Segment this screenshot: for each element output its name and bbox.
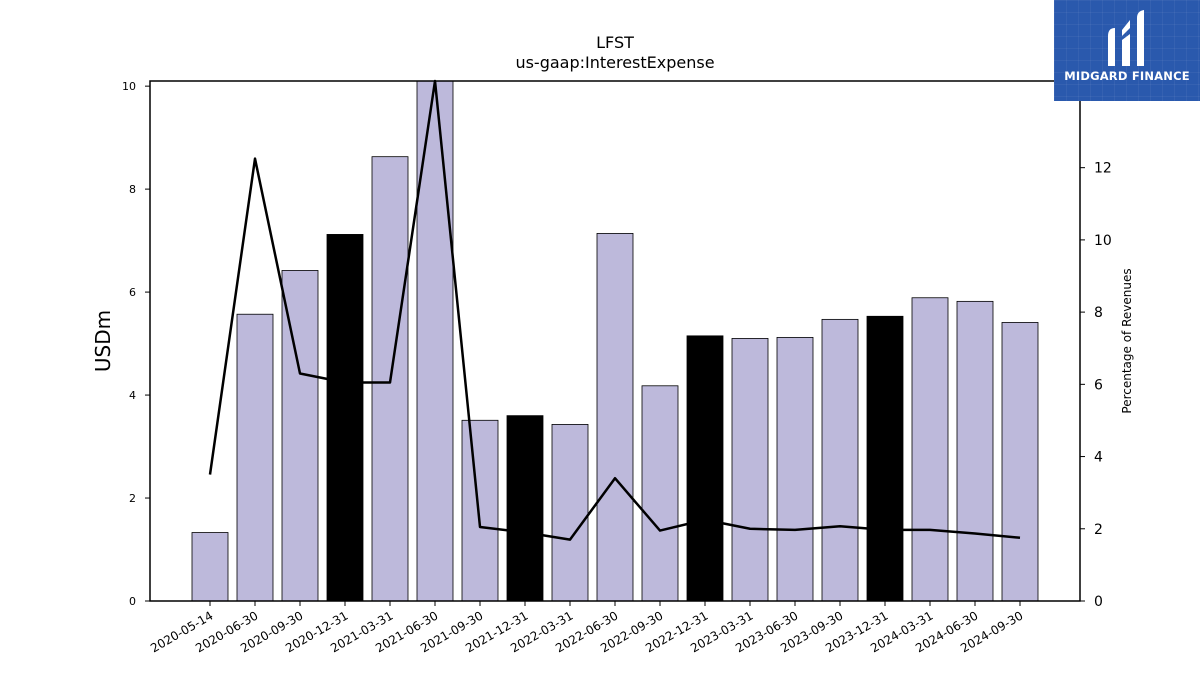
chart-subtitle: us-gaap:InterestExpense bbox=[515, 53, 714, 72]
y2-tick-label: 12 bbox=[1094, 161, 1112, 177]
percentage-line bbox=[208, 79, 1021, 541]
bar-2021-09-30 bbox=[461, 419, 499, 602]
logo-mark-icon bbox=[1108, 10, 1144, 66]
bar-2022-06-30 bbox=[596, 232, 634, 602]
y-tick-label: 6 bbox=[129, 286, 136, 299]
y2-tick-label: 6 bbox=[1094, 377, 1103, 393]
y2-tick-label: 0 bbox=[1094, 594, 1103, 610]
bar-2020-06-30 bbox=[236, 313, 274, 602]
bar-2020-12-31 bbox=[326, 234, 364, 602]
bar-2022-03-31 bbox=[551, 424, 589, 602]
bar-2024-03-31 bbox=[911, 297, 949, 602]
y-tick-label: 10 bbox=[122, 80, 136, 93]
y-tick-label: 0 bbox=[129, 595, 136, 608]
bar-2022-12-31 bbox=[686, 335, 724, 602]
y2-axis-label: Percentage of Revenues bbox=[1120, 268, 1134, 413]
bar-2023-03-31 bbox=[731, 338, 769, 602]
y-tick-label: 4 bbox=[129, 389, 136, 402]
y-tick-label: 8 bbox=[129, 183, 136, 196]
y2-tick-label: 8 bbox=[1094, 305, 1103, 321]
bar-2023-12-31 bbox=[866, 315, 904, 602]
y-tick-label: 2 bbox=[129, 492, 136, 505]
logo-text: MIDGARD FINANCE bbox=[1064, 69, 1190, 83]
bar-2023-06-30 bbox=[776, 336, 814, 602]
y2-tick-label: 2 bbox=[1094, 522, 1103, 538]
bar-2022-09-30 bbox=[641, 385, 679, 602]
y2-tick-label: 4 bbox=[1094, 450, 1103, 466]
bar-2021-12-31 bbox=[506, 415, 544, 602]
bar-2024-06-30 bbox=[956, 300, 994, 602]
chart-title: LFST bbox=[596, 33, 634, 52]
y2-tick-label: 10 bbox=[1094, 233, 1112, 249]
y-axis-label: USDm bbox=[91, 310, 115, 372]
midgard-finance-logo: MIDGARD FINANCE bbox=[1054, 0, 1200, 101]
bar-2020-05-14 bbox=[191, 532, 229, 602]
bar-2023-09-30 bbox=[821, 318, 859, 602]
bar-2020-09-30 bbox=[281, 270, 319, 602]
bar-2024-09-30 bbox=[1001, 322, 1039, 602]
